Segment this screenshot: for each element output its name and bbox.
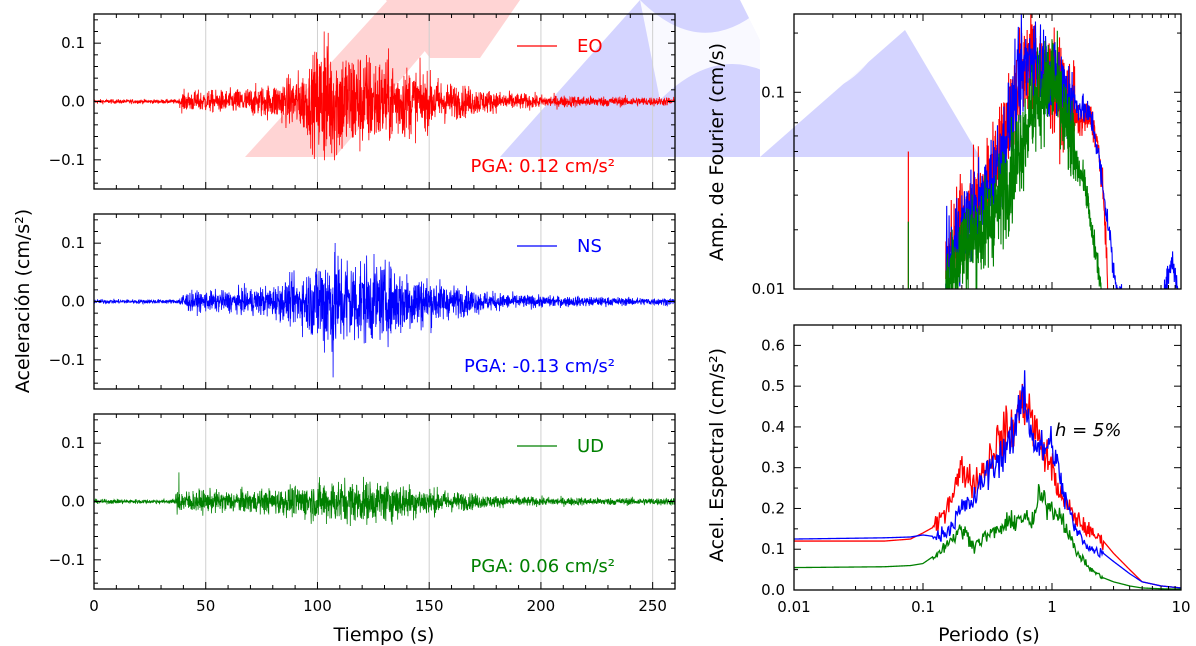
legend-label: NS xyxy=(577,236,602,257)
legend-label: EO xyxy=(577,36,603,57)
series-line-NS xyxy=(93,242,676,378)
y-tick-label: −0.1 xyxy=(49,351,85,369)
y-tick-label: −0.1 xyxy=(49,151,85,169)
pga-label: PGA: 0.12 cm/s² xyxy=(471,156,615,177)
y-tick-label: 0.6 xyxy=(761,336,785,354)
spectral-axis-label: Acel. Espectral (cm/s²) xyxy=(706,348,728,562)
pga-label: PGA: 0.06 cm/s² xyxy=(471,556,615,577)
x-tick-label: 200 xyxy=(527,597,556,615)
x-tick-label: 1 xyxy=(1047,598,1057,616)
x-tick-label: 50 xyxy=(196,597,215,615)
y-tick-label: 0.0 xyxy=(61,493,85,511)
plot-panels: −0.1 0.0 0.1 EO PGA: 0.12 cm/s² −0.1 0.0 0.1 NS P… xyxy=(49,13,1191,616)
legend-label: UD xyxy=(577,436,604,457)
series-line-NS xyxy=(793,370,1182,589)
time-axis-label: Tiempo (s) xyxy=(333,624,435,646)
y-tick-label: 0.01 xyxy=(752,280,785,298)
y-tick-label: 0.0 xyxy=(61,293,85,311)
fourier-axis-label: Amp. de Fourier (cm/s) xyxy=(706,43,728,261)
series-line-EO xyxy=(93,31,676,161)
panel-spectral-acceleration: 0.0 0.1 0.2 0.3 0.4 0.5 0.6 0.01 0.1 1 10 h = 5% xyxy=(761,324,1191,616)
series-line-UD xyxy=(93,472,676,526)
panel-acceleration-EO: −0.1 0.0 0.1 EO PGA: 0.12 cm/s² xyxy=(49,13,676,190)
panel-acceleration-UD: −0.1 0.0 0.1 0 50 100 150 200 250 UD PGA: 0.06 cm/… xyxy=(49,413,676,615)
panel-acceleration-NS: −0.1 0.0 0.1 NS PGA: -0.13 cm/s² xyxy=(49,213,676,390)
x-tick-label: 0.1 xyxy=(911,598,935,616)
x-tick-label: 150 xyxy=(415,597,444,615)
x-tick-label: 0.01 xyxy=(777,598,810,616)
y-tick-label: 0.1 xyxy=(61,234,85,252)
series-line-UD xyxy=(945,30,1102,289)
y-tick-label: 0.1 xyxy=(761,540,785,558)
panel-fourier-amplitude: 0.01 0.1 xyxy=(752,13,1182,298)
damping-annotation: h = 5% xyxy=(1055,420,1122,441)
x-tick-label: 0 xyxy=(89,597,99,615)
plot-frame xyxy=(793,324,1182,591)
watermark-blue-triangle xyxy=(760,30,980,157)
period-axis-label: Periodo (s) xyxy=(938,624,1040,646)
y-tick-label: 0.3 xyxy=(761,459,785,477)
y-tick-label: −0.1 xyxy=(49,551,85,569)
y-tick-label: 0.1 xyxy=(61,34,85,52)
y-tick-label: 0.4 xyxy=(761,418,785,436)
series-line-NS xyxy=(945,14,1179,289)
series-line-UD xyxy=(793,484,1182,590)
x-tick-label: 100 xyxy=(303,597,332,615)
y-tick-label: 0.0 xyxy=(61,93,85,111)
acceleration-axis-label: Aceleración (cm/s²) xyxy=(12,209,34,393)
y-tick-label: 0.2 xyxy=(761,499,785,517)
y-tick-label: 0.0 xyxy=(761,581,785,599)
y-tick-label: 0.1 xyxy=(61,434,85,452)
y-tick-label: 0.1 xyxy=(761,83,785,101)
series-line-EO xyxy=(794,383,1182,589)
y-tick-label: 0.5 xyxy=(761,377,785,395)
watermark-wave xyxy=(640,0,870,100)
x-tick-label: 10 xyxy=(1171,598,1190,616)
x-tick-label: 250 xyxy=(638,597,667,615)
pga-label: PGA: -0.13 cm/s² xyxy=(464,356,615,377)
